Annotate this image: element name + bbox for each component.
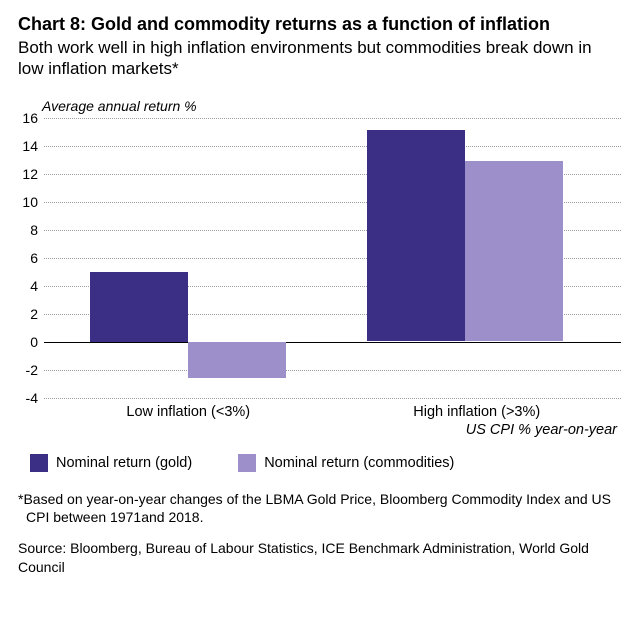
grid-line xyxy=(44,370,621,371)
bar xyxy=(367,130,465,341)
chart-area: 1614121086420-2-4 xyxy=(18,118,621,398)
grid-line xyxy=(44,118,621,119)
legend-swatch-0 xyxy=(30,454,48,472)
x-label-group-0: Low inflation (<3%) xyxy=(44,404,333,420)
y-axis-title: Average annual return % xyxy=(42,98,621,114)
legend-item-0: Nominal return (gold) xyxy=(30,454,192,472)
legend-swatch-1 xyxy=(238,454,256,472)
x-axis-title: US CPI % year-on-year xyxy=(18,422,617,438)
x-label-group-1: High inflation (>3%) xyxy=(333,404,622,420)
chart-subtitle: Both work well in high inflation environ… xyxy=(18,37,621,80)
y-axis-ticks: 1614121086420-2-4 xyxy=(18,118,44,398)
legend-label-0: Nominal return (gold) xyxy=(56,455,192,471)
chart-title: Chart 8: Gold and commodity returns as a… xyxy=(18,14,621,35)
legend: Nominal return (gold) Nominal return (co… xyxy=(30,454,621,472)
bar xyxy=(465,161,563,342)
bar xyxy=(188,342,286,378)
x-axis-labels: Low inflation (<3%) High inflation (>3%) xyxy=(44,404,621,420)
source-line: Source: Bloomberg, Bureau of Labour Stat… xyxy=(18,539,621,577)
footnote: *Based on year-on-year changes of the LB… xyxy=(18,490,621,528)
bar xyxy=(90,272,188,342)
grid-line xyxy=(44,146,621,147)
legend-label-1: Nominal return (commodities) xyxy=(264,455,454,471)
plot-area xyxy=(44,118,621,398)
grid-line xyxy=(44,398,621,399)
legend-item-1: Nominal return (commodities) xyxy=(238,454,454,472)
zero-line xyxy=(44,342,621,343)
